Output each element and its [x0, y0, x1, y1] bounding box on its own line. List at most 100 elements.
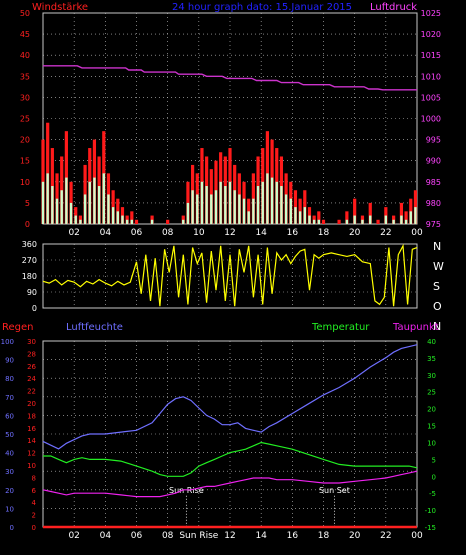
wind-bar: [384, 215, 388, 224]
wind-bar: [261, 181, 264, 224]
gust-bar: [134, 219, 139, 224]
wind-bar: [404, 219, 408, 224]
wind-bar: [182, 219, 185, 224]
wind-bar: [79, 219, 82, 224]
gust-bar: [321, 219, 326, 224]
wind-y-tick-label: 25: [20, 115, 30, 124]
wind-y-tick-label: 15: [20, 157, 30, 166]
climate-panel-x-tick-label: Sun Rise: [179, 531, 218, 541]
wind-y-tick-label: 10: [20, 178, 30, 187]
wind-panel-x-tick-label: 22: [380, 228, 391, 238]
climate-panel-x-tick-label: 04: [100, 531, 112, 541]
temperature-y-tick-label: 5: [432, 456, 436, 464]
wind-bar: [294, 207, 297, 224]
rain-y-tick-label: 8: [32, 474, 36, 482]
wind-bar: [233, 190, 236, 224]
temperature-y-tick-label: -10: [425, 507, 436, 515]
wind-panel-x-tick-label: 02: [68, 228, 79, 238]
direction-label-n-bottom: N: [433, 320, 441, 333]
wind-panel-x-tick-label: 18: [318, 228, 330, 238]
wind-panel-x-tick-label: 00: [411, 228, 423, 238]
rain-y-tick-label: 6: [32, 487, 37, 495]
wind-y-tick-label: 45: [20, 30, 30, 39]
humidity-y-tick-label: 60: [5, 412, 14, 420]
gust-bar: [60, 156, 64, 224]
dewpoint-line: [42, 470, 418, 498]
wind-y-tick-label: 30: [20, 93, 30, 102]
temperature-y-tick-label: 15: [427, 423, 436, 431]
climate-panel-x-tick-label: 12: [224, 531, 235, 541]
wind-panel-x-tick-label: 20: [349, 228, 361, 238]
humidity-y-tick-label: 80: [5, 375, 14, 383]
temperature-y-tick-label: 25: [427, 389, 436, 397]
humidity-y-tick-label: 30: [5, 468, 14, 476]
wind-bar: [125, 219, 129, 224]
temperature-y-tick-label: 20: [427, 406, 436, 414]
direction-y-tick-label: 90: [27, 288, 37, 297]
wind-bar: [121, 215, 124, 224]
temperature-y-tick-label: 0: [432, 473, 436, 481]
wind-bar: [266, 173, 269, 224]
wind-bar: [308, 215, 311, 224]
wind-bar: [74, 215, 77, 224]
rain-y-tick-label: 24: [27, 375, 36, 383]
pressure-y-tick-label: 990: [426, 157, 441, 166]
rain-y-tick-label: 22: [27, 388, 36, 396]
wind-bar: [186, 202, 190, 224]
temperature-y-tick-label: -15: [425, 524, 436, 532]
temperature-label: Temperatur: [311, 322, 370, 333]
pressure-y-tick-label: 985: [426, 178, 441, 187]
humidity-y-tick-label: 100: [1, 338, 14, 346]
wind-bar: [361, 219, 364, 224]
wind-bar: [312, 219, 316, 224]
temperature-y-tick-label: 35: [427, 355, 436, 363]
direction-label-o: O: [433, 300, 442, 313]
rain-y-tick-label: 14: [27, 437, 36, 445]
wind-panel-x-tick-label: 08: [162, 228, 174, 238]
rain-y-tick-label: 28: [27, 350, 36, 358]
humidity-y-tick-label: 20: [5, 487, 14, 495]
wind-direction-line: [42, 243, 418, 307]
wind-y-tick-label: 50: [20, 9, 30, 18]
direction-label-s: S: [433, 280, 440, 293]
wind-bar: [46, 173, 49, 224]
climate-panel-x-tick-label: 02: [68, 531, 79, 541]
temperature-y-tick-label: 10: [427, 439, 436, 447]
wind-bar: [298, 211, 302, 224]
pressure-y-tick-label: 1015: [421, 51, 441, 60]
gust-bar: [376, 219, 380, 224]
wind-y-tick-label: 35: [20, 72, 30, 81]
wind-y-tick-label: 40: [20, 51, 30, 60]
wind-bar: [219, 181, 222, 224]
humidity-y-tick-label: 50: [5, 431, 14, 439]
wind-panel-x-tick-label: 14: [255, 228, 267, 238]
pressure-y-tick-label: 1025: [421, 9, 441, 18]
rain-y-tick-label: 26: [27, 363, 36, 371]
pressure-y-tick-label: 975: [426, 220, 441, 229]
wind-bar: [228, 181, 232, 224]
chart-title: 24 hour graph dato: 15.Januar 2015: [172, 2, 352, 13]
wind-bar: [224, 186, 227, 224]
wind-bar: [284, 194, 288, 224]
rain-y-tick-label: 18: [27, 412, 36, 420]
temperature-line: [43, 441, 418, 477]
wind-bar: [317, 219, 321, 224]
gust-bar: [353, 198, 357, 224]
direction-y-tick-label: 360: [22, 240, 37, 249]
gust-bar: [368, 202, 372, 224]
wind-bar: [51, 186, 54, 224]
wind-bar: [60, 190, 63, 224]
pressure-y-tick-label: 1005: [421, 93, 441, 102]
sun-set-label: Sun Set: [319, 486, 350, 495]
wind-bar: [200, 181, 204, 224]
climate-panel-x-tick-label: 16: [287, 531, 299, 541]
humidity-label: Luftfeuchte: [66, 322, 123, 333]
wind-bar: [88, 181, 91, 224]
wind-panel-x-tick-label: 04: [100, 228, 112, 238]
wind-bar: [69, 202, 73, 224]
direction-y-tick-label: 0: [32, 304, 37, 313]
pressure-y-tick-label: 1000: [421, 115, 441, 124]
gust-bar: [337, 219, 341, 224]
wind-bar: [111, 207, 115, 224]
climate-panel-x-tick-label: 08: [162, 531, 174, 541]
